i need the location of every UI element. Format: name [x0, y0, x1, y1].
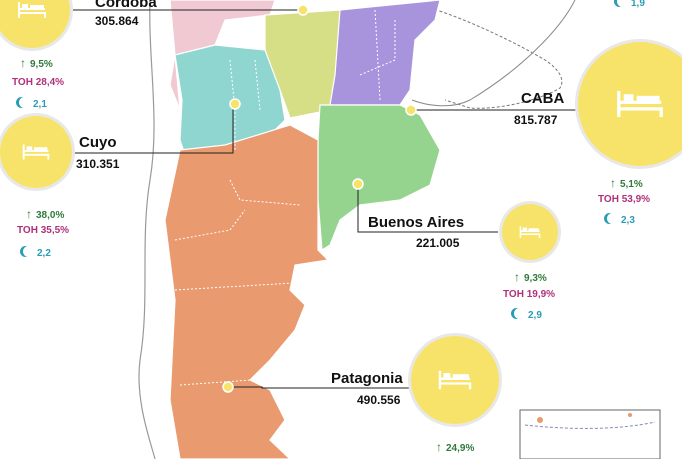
- stat-buenos-aires-growth: ↑ 9,3%: [514, 270, 547, 284]
- antarctica-inset: [519, 409, 661, 459]
- arrow-up-icon: ↑: [610, 176, 616, 190]
- bed-icon: [519, 226, 541, 238]
- stat-nea-stay: 1,9: [614, 0, 645, 9]
- stat-cuyo-stay: 2,2: [20, 245, 51, 259]
- stat-patagonia-growth: ↑ 24,9%: [436, 440, 475, 454]
- region-value-buenos-aires: 221.005: [416, 236, 460, 250]
- leader-lines: [65, 9, 578, 389]
- bed-icon: [438, 370, 472, 390]
- region-name-caba: CABA: [521, 90, 565, 107]
- region-nea: [329, 0, 441, 106]
- stat-cuyo-growth: ↑ 38,0%: [26, 207, 65, 221]
- stat-buenos-aires-toh: TOH 19,9%: [503, 289, 556, 300]
- neighbor-country-outline: [429, 7, 563, 109]
- arrow-up-icon: ↑: [20, 56, 26, 70]
- chile-coast-outline: [138, 0, 156, 459]
- bubble-patagonia: [408, 333, 502, 427]
- arrow-up-icon: ↑: [436, 440, 442, 454]
- bubble-cordoba: [0, 0, 73, 51]
- stat-cordoba-growth: ↑ 9,5%: [20, 56, 53, 70]
- moon-icon: [514, 308, 525, 319]
- region-name-patagonia: Patagonia: [331, 370, 403, 387]
- stat-cordoba-stay: 2,1: [16, 96, 47, 110]
- arrow-up-icon: ↑: [26, 207, 32, 221]
- bed-icon: [18, 2, 46, 18]
- region-value-patagonia: 490.556: [357, 393, 401, 407]
- region-name-buenos-aires: Buenos Aires: [368, 214, 465, 231]
- moon-icon: [617, 0, 628, 7]
- stat-cordoba-toh: TOH 28,4%: [12, 77, 65, 88]
- moon-icon: [607, 213, 618, 224]
- region-patagonia: [164, 124, 330, 459]
- region-points: [222, 4, 417, 393]
- region-name-cordoba: Córdoba: [95, 0, 157, 11]
- river-coast: [411, 0, 576, 107]
- bubble-caba: [575, 39, 682, 169]
- moon-icon: [19, 97, 30, 108]
- region-value-cordoba: 305.864: [95, 14, 139, 28]
- province-borders: [174, 9, 396, 386]
- stat-caba-growth: ↑ 5,1%: [610, 176, 643, 190]
- stat-caba-toh: TOH 53,9%: [598, 194, 651, 205]
- arrow-up-icon: ↑: [514, 270, 520, 284]
- bubble-cuyo: [0, 113, 75, 191]
- bed-icon: [22, 144, 50, 160]
- stat-caba-stay: 2,3: [604, 212, 635, 226]
- moon-icon: [23, 246, 34, 257]
- stat-buenos-aires-stay: 2,9: [511, 307, 542, 321]
- region-value-cuyo: 310.351: [76, 157, 120, 171]
- region-value-caba: 815.787: [514, 113, 558, 127]
- bubble-buenos-aires: [499, 201, 561, 263]
- stat-cuyo-toh: TOH 35,5%: [17, 225, 70, 236]
- region-name-cuyo: Cuyo: [79, 134, 117, 151]
- bed-icon: [617, 90, 663, 118]
